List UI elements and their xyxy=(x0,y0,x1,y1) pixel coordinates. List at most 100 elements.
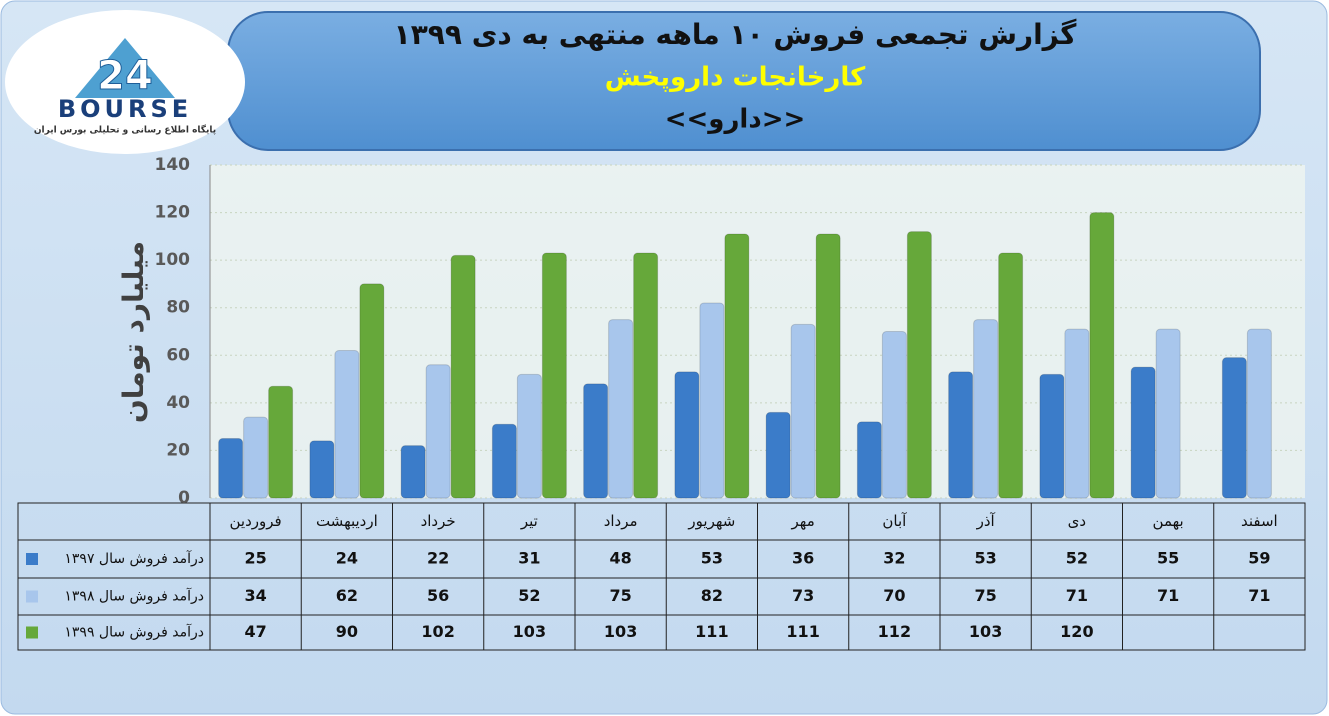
y-tick-label: 140 xyxy=(155,155,191,175)
bar xyxy=(1089,212,1115,499)
table-value: 71 xyxy=(1248,586,1270,605)
x-tick-label: خرداد xyxy=(421,512,456,530)
bar xyxy=(450,254,476,499)
bar xyxy=(491,423,517,499)
bar xyxy=(948,371,974,499)
x-tick-label: مرداد xyxy=(604,512,638,530)
table-value: 73 xyxy=(792,586,814,605)
x-tick-label: بهمن xyxy=(1153,512,1184,530)
legend-label: درآمد فروش سال ۱۳۹۸ xyxy=(64,588,204,605)
chart-caption: <<دارو>> xyxy=(665,105,806,135)
logo-name: BOURSE xyxy=(58,95,192,123)
table-value: 111 xyxy=(695,622,728,641)
table-value: 48 xyxy=(609,549,631,568)
logo-tagline: پایگاه اطلاع رسانی و تحلیلی بورس ایران xyxy=(34,124,216,136)
legend-label: درآمد فروش سال ۱۳۹۹ xyxy=(64,624,204,641)
bar xyxy=(400,445,426,499)
table-value: 103 xyxy=(513,622,546,641)
table-value: 47 xyxy=(244,622,266,641)
bar xyxy=(856,421,882,499)
bar xyxy=(724,233,750,499)
bar xyxy=(1155,328,1181,499)
table-value: 55 xyxy=(1157,549,1179,568)
y-tick-label: 0 xyxy=(178,488,190,508)
table-value: 52 xyxy=(518,586,540,605)
bar xyxy=(268,385,294,499)
y-tick-label: 60 xyxy=(166,345,190,365)
bar xyxy=(1246,328,1272,499)
bar xyxy=(998,252,1024,499)
bar xyxy=(973,319,999,499)
x-tick-label: دی xyxy=(1068,512,1086,530)
bar xyxy=(815,233,841,499)
x-tick-label: آبان xyxy=(882,512,907,530)
table-value: 24 xyxy=(336,549,358,568)
table-value: 32 xyxy=(883,549,905,568)
table-value: 71 xyxy=(1066,586,1088,605)
bar xyxy=(633,252,659,499)
table-value: 34 xyxy=(244,586,266,605)
x-tick-label: اسفند xyxy=(1241,512,1278,530)
bar xyxy=(218,438,244,499)
table-value: 25 xyxy=(244,549,266,568)
plot-area xyxy=(210,165,1305,498)
bar xyxy=(699,302,725,499)
table-value: 22 xyxy=(427,549,449,568)
x-tick-label: تیر xyxy=(520,512,538,530)
y-tick-label: 120 xyxy=(155,203,191,223)
bar xyxy=(309,440,335,499)
logo-mark: 24 xyxy=(97,53,153,99)
bar xyxy=(881,331,907,499)
table-value: 90 xyxy=(336,622,358,641)
table-value: 53 xyxy=(701,549,723,568)
bar xyxy=(674,371,700,499)
bar xyxy=(334,350,360,499)
table-value: 70 xyxy=(883,586,905,605)
y-tick-label: 20 xyxy=(166,440,190,460)
table-value: 75 xyxy=(974,586,996,605)
table-value: 102 xyxy=(421,622,454,641)
bar xyxy=(1221,357,1247,499)
table-value: 36 xyxy=(792,549,814,568)
y-tick-label: 80 xyxy=(166,298,190,318)
legend-swatch xyxy=(26,590,38,603)
x-tick-label: فروردین xyxy=(230,512,282,530)
bar xyxy=(1039,373,1065,499)
x-tick-label: آذر xyxy=(976,512,996,530)
chart-subtitle: کارخانجات داروپخش xyxy=(605,63,866,93)
table-value: 56 xyxy=(427,586,449,605)
bar xyxy=(359,283,385,499)
y-tick-label: 40 xyxy=(166,393,190,413)
legend-label: درآمد فروش سال ۱۳۹۷ xyxy=(64,550,204,567)
bar xyxy=(425,364,451,499)
x-tick-label: مهر xyxy=(791,512,815,530)
bar xyxy=(1064,328,1090,499)
bar xyxy=(906,231,932,499)
x-tick-label: شهریور xyxy=(687,512,735,530)
table-value: 62 xyxy=(336,586,358,605)
table-value: 75 xyxy=(609,586,631,605)
table-value: 53 xyxy=(974,549,996,568)
table-value: 103 xyxy=(604,622,637,641)
table-value: 103 xyxy=(969,622,1002,641)
table-value: 112 xyxy=(878,622,911,641)
bar xyxy=(608,319,634,499)
chart-title: گزارش تجمعی فروش ۱۰ ماهه منتهی به دی ۱۳۹… xyxy=(394,18,1077,51)
legend-swatch xyxy=(26,553,38,565)
legend-swatch xyxy=(26,626,38,639)
bar xyxy=(1130,366,1156,499)
bar xyxy=(516,373,542,499)
y-axis-label: میلیارد تومان xyxy=(117,241,150,423)
table-value: 31 xyxy=(518,549,540,568)
bar xyxy=(765,411,791,499)
bar xyxy=(541,252,567,499)
logo-shape xyxy=(75,38,175,98)
table-value: 52 xyxy=(1066,549,1088,568)
table-value: 82 xyxy=(701,586,723,605)
bar xyxy=(243,416,269,499)
y-tick-label: 100 xyxy=(155,250,191,270)
table-value: 111 xyxy=(786,622,819,641)
x-tick-label: اردیبهشت xyxy=(316,512,378,530)
bar xyxy=(790,323,816,499)
